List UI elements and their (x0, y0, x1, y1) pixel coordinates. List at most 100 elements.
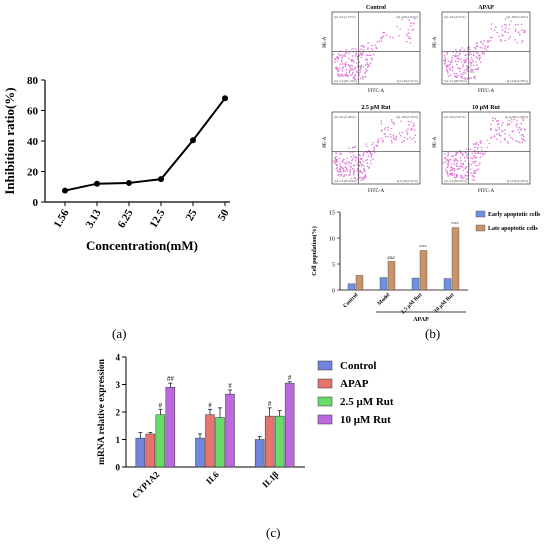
flow-event-dot (475, 51, 478, 54)
flow-event-dot (462, 73, 464, 76)
bar-early (347, 283, 356, 291)
flow-event-dot (350, 177, 352, 180)
flow-event-dot (334, 156, 336, 159)
flow-event-dot (453, 170, 456, 172)
flow-event-dot (380, 40, 383, 42)
flow-event-dot (514, 39, 516, 41)
flow-event-dot (350, 156, 352, 158)
flow-event-dot (373, 148, 376, 150)
flow-event-dot (504, 139, 507, 141)
flow-event-dot (342, 167, 344, 170)
flow-event-dot (345, 167, 348, 169)
flow-event-dot (504, 30, 506, 33)
flow-event-dot (472, 161, 474, 163)
flow-event-dot (450, 166, 453, 168)
flow-event-dot (494, 129, 497, 131)
flow-event-dot (500, 124, 503, 127)
flow-event-dot (482, 152, 484, 155)
flow-event-dot (461, 166, 464, 169)
flow-event-dot (338, 157, 341, 160)
flow-event-dot (366, 158, 369, 161)
bar-late (451, 227, 460, 291)
flow-event-dot (351, 159, 353, 162)
flow-event-dot (383, 31, 386, 34)
flow-event-dot (462, 71, 465, 74)
flow-event-dot (394, 138, 396, 141)
flow-event-dot (452, 54, 455, 57)
flow-event-dot (364, 75, 367, 78)
flow-event-dot (475, 143, 477, 145)
x-tick-label: 1.56 (52, 207, 72, 230)
flow-event-dot (466, 171, 468, 173)
flow-event-dot (469, 157, 472, 160)
flow-event-dot (490, 123, 492, 126)
bar-apap (205, 414, 215, 468)
flow-event-dot (519, 33, 521, 36)
flow-event-dot (365, 175, 367, 178)
flow-event-dot (383, 128, 386, 131)
flow-event-dot (501, 29, 504, 32)
flow-event-dot (524, 140, 526, 142)
flow-event-dot (493, 29, 496, 32)
flow-event-dot (442, 161, 445, 164)
flow-event-dot (340, 60, 343, 63)
flow-event-dot (447, 161, 450, 164)
flow-event-dot (470, 56, 473, 59)
flow-event-dot (508, 119, 511, 122)
category-label: Control (342, 292, 359, 309)
flow-event-dot (465, 68, 468, 70)
data-point (158, 176, 164, 183)
flow-event-dot (362, 65, 365, 68)
flow-event-dot (474, 68, 477, 70)
flow-event-dot (488, 142, 491, 145)
flow-event-dot (469, 148, 472, 151)
flow-event-dot (407, 128, 409, 130)
flow-event-dot (445, 64, 447, 67)
flow-event-dot (470, 71, 473, 73)
flow-event-dot (474, 149, 476, 152)
flow-event-dot (369, 54, 372, 56)
flow-event-dot (463, 62, 466, 64)
flow-event-dot (466, 67, 469, 69)
flow-event-dot (363, 151, 365, 154)
flow-event-dot (343, 63, 346, 65)
flow-event-dot (381, 137, 383, 140)
flow-event-dot (451, 67, 454, 69)
flow-event-dot (450, 169, 453, 171)
flow-event-dot (392, 121, 395, 124)
flow-event-dot (476, 42, 478, 44)
flow-event-dot (338, 168, 341, 170)
flow-event-dot (468, 77, 471, 79)
flow-event-dot (460, 61, 463, 63)
flow-event-dot (504, 27, 507, 29)
bar-10-m-rut (165, 387, 176, 468)
quadrant-label-ur: Q1-UR(11.98%) (505, 115, 529, 119)
flow-event-dot (497, 124, 499, 126)
flow-event-dot (511, 138, 514, 140)
flow-event-dot (487, 45, 489, 47)
flow-event-dot (370, 155, 372, 158)
flow-event-dot (340, 54, 343, 56)
flow-event-dot (406, 133, 409, 136)
flow-event-dot (504, 129, 506, 131)
flow-event-dot (447, 175, 450, 177)
flow-event-dot (345, 64, 347, 66)
flow-event-dot (337, 171, 339, 173)
flow-x-axis-label: FITC-A (478, 189, 495, 194)
flow-event-dot (352, 172, 355, 174)
flow-event-dot (477, 168, 480, 170)
flow-event-dot (476, 57, 479, 59)
quadrant-label-lr: Q1-LR(2.32%) (397, 179, 419, 183)
flow-event-dot (358, 154, 361, 156)
flow-event-dot (332, 53, 335, 56)
flow-event-dot (520, 128, 523, 130)
quadrant-label-lr: Q1-LR(2.31%) (397, 79, 419, 83)
y-tick-label: 5 (332, 263, 335, 269)
flow-event-dot (335, 163, 338, 166)
flow-event-dot (460, 176, 462, 179)
flow-event-dot (364, 173, 367, 176)
flow-event-dot (382, 31, 384, 34)
flow-cytometry-grid: Control Q1-UL(2.72%) Q1-UR(2.84%) Q1-LL(92.… (323, 5, 531, 194)
flow-event-dot (344, 53, 347, 55)
flow-event-dot (372, 49, 374, 52)
